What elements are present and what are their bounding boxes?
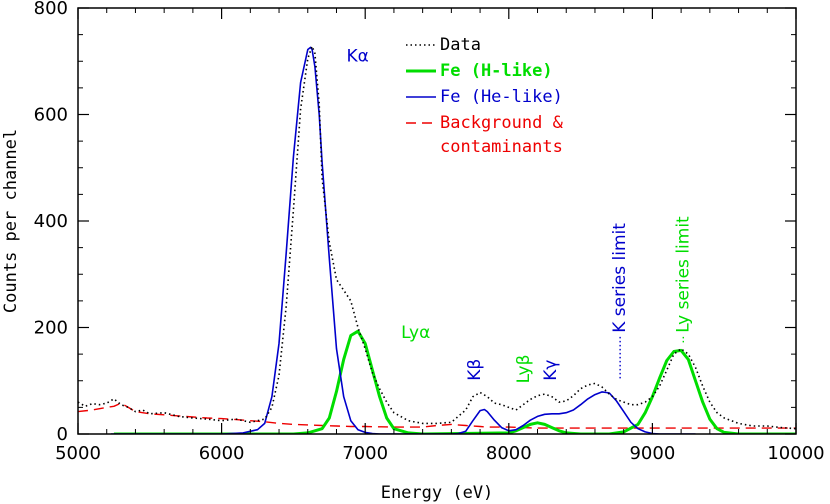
x-tick-label: 10000	[767, 443, 824, 464]
annotation-label: Kγ	[541, 360, 561, 381]
x-axis-title: Energy (eV)	[381, 483, 494, 503]
legend: Data Fe (H-like) Fe (He-like) Background & c…	[406, 35, 564, 157]
tick-layer: 5000 6000 7000 8000 9000 10000 0 200 400 600 800	[34, 0, 825, 464]
y-tick-label: 200	[34, 318, 68, 339]
x-tick-label: 9000	[629, 443, 675, 464]
annotation-label: K series limit	[610, 223, 630, 333]
annotation-label: Lyα	[401, 323, 430, 343]
legend-label: Background &	[440, 113, 564, 133]
y-tick-label: 400	[34, 211, 68, 232]
legend-label: Fe (He-like)	[440, 87, 563, 107]
y-tick-label: 0	[57, 424, 68, 445]
annotation-label: Kα	[347, 46, 369, 66]
annotation-layer: Kα Lyα Kβ Lyβ Kγ K series limit Ly series limi…	[347, 46, 694, 383]
y-axis-title: Counts per channel	[1, 129, 21, 313]
series-line-fe-he	[111, 46, 696, 434]
legend-label: Fe (H-like)	[440, 61, 553, 81]
x-tick-label: 8000	[486, 443, 532, 464]
annotation-label: Lyβ	[514, 355, 534, 384]
series-line-fe-h	[113, 329, 796, 434]
annotation-label: Kβ	[465, 359, 485, 381]
y-tick-label: 800	[34, 0, 68, 19]
legend-label: contaminants	[440, 137, 563, 157]
series-line-background	[78, 402, 796, 429]
x-tick-label: 7000	[342, 443, 388, 464]
x-tick-label: 5000	[55, 443, 101, 464]
y-tick-label: 600	[34, 105, 68, 126]
annotation-label: Ly series limit	[673, 216, 693, 333]
series-layer	[78, 45, 796, 434]
legend-label: Data	[440, 35, 481, 55]
x-tick-label: 6000	[199, 443, 245, 464]
